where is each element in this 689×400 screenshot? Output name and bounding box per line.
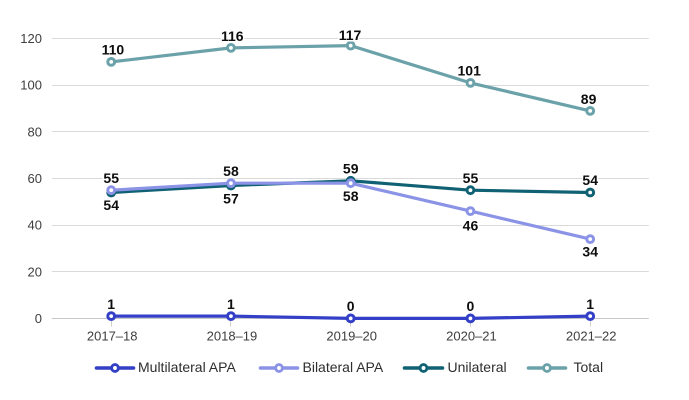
svg-text:58: 58 xyxy=(223,163,239,179)
svg-text:Unilateral: Unilateral xyxy=(448,359,507,375)
svg-text:89: 89 xyxy=(581,91,597,107)
svg-text:0: 0 xyxy=(467,298,475,314)
svg-text:0: 0 xyxy=(35,311,42,326)
svg-text:80: 80 xyxy=(28,124,42,139)
svg-text:57: 57 xyxy=(223,191,239,207)
svg-text:Total: Total xyxy=(574,359,604,375)
svg-text:46: 46 xyxy=(463,218,479,234)
svg-text:2020–21: 2020–21 xyxy=(446,329,497,344)
svg-text:101: 101 xyxy=(458,63,482,79)
svg-text:40: 40 xyxy=(28,218,42,233)
svg-text:110: 110 xyxy=(102,42,125,58)
svg-text:1: 1 xyxy=(586,296,594,312)
svg-text:117: 117 xyxy=(339,27,362,43)
svg-text:60: 60 xyxy=(28,171,42,186)
svg-text:58: 58 xyxy=(343,188,359,204)
svg-text:1: 1 xyxy=(227,296,235,312)
svg-text:116: 116 xyxy=(221,28,244,44)
svg-text:0: 0 xyxy=(347,298,355,314)
svg-text:Bilateral APA: Bilateral APA xyxy=(303,359,384,375)
svg-text:2018–19: 2018–19 xyxy=(207,329,258,344)
svg-text:55: 55 xyxy=(463,170,479,186)
svg-text:59: 59 xyxy=(343,161,359,177)
svg-text:54: 54 xyxy=(103,197,119,213)
svg-text:120: 120 xyxy=(20,31,42,46)
svg-text:20: 20 xyxy=(28,264,42,279)
svg-text:1: 1 xyxy=(107,296,115,312)
svg-text:2019–20: 2019–20 xyxy=(326,329,377,344)
svg-text:2017–18: 2017–18 xyxy=(87,329,138,344)
svg-text:34: 34 xyxy=(582,243,598,259)
svg-text:55: 55 xyxy=(103,170,119,186)
svg-text:54: 54 xyxy=(582,172,598,188)
svg-text:100: 100 xyxy=(20,78,42,93)
svg-text:2021–22: 2021–22 xyxy=(566,329,617,344)
svg-text:Multilateral APA: Multilateral APA xyxy=(138,359,236,375)
